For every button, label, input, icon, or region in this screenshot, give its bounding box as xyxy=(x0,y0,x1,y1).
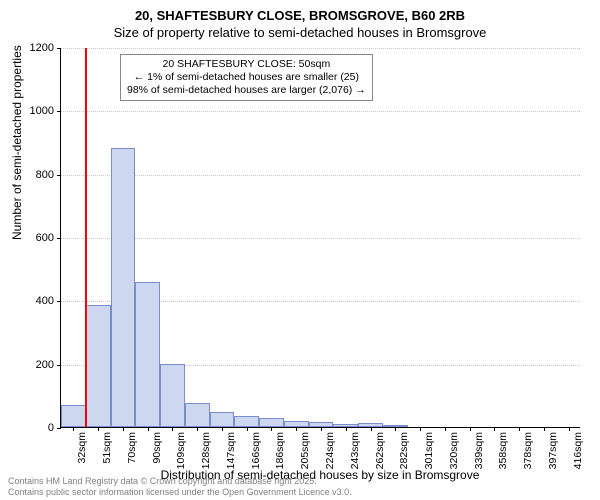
xtick-mark xyxy=(519,427,520,431)
annotation-line1: 20 SHAFTESBURY CLOSE: 50sqm xyxy=(127,58,366,71)
xtick-label: 224sqm xyxy=(324,432,336,469)
marker-line xyxy=(85,48,87,427)
ytick-mark xyxy=(57,238,61,239)
plot-region: 02004006008001000120032sqm51sqm70sqm90sq… xyxy=(60,48,580,428)
histogram-bar xyxy=(86,305,111,427)
histogram-bar xyxy=(259,418,284,427)
xtick-mark xyxy=(470,427,471,431)
histogram-bar xyxy=(210,412,235,427)
gridline xyxy=(61,48,580,49)
ytick-label: 0 xyxy=(14,422,54,434)
xtick-mark xyxy=(371,427,372,431)
xtick-label: 186sqm xyxy=(274,432,286,469)
ytick-label: 200 xyxy=(14,359,54,371)
gridline xyxy=(61,111,580,112)
xtick-mark xyxy=(395,427,396,431)
xtick-label: 243sqm xyxy=(349,432,361,469)
xtick-mark xyxy=(296,427,297,431)
xtick-mark xyxy=(148,427,149,431)
gridline xyxy=(61,175,580,176)
xtick-mark xyxy=(346,427,347,431)
ytick-mark xyxy=(57,111,61,112)
annotation-line2: ← 1% of semi-detached houses are smaller… xyxy=(127,71,366,84)
histogram-bar xyxy=(185,403,210,427)
xtick-mark xyxy=(420,427,421,431)
xtick-label: 205sqm xyxy=(299,432,311,469)
xtick-label: 339sqm xyxy=(473,432,485,469)
ytick-mark xyxy=(57,301,61,302)
chart-title: 20, SHAFTESBURY CLOSE, BROMSGROVE, B60 2… xyxy=(0,0,600,23)
y-axis-label: Number of semi-detached properties xyxy=(10,45,24,240)
xtick-label: 128sqm xyxy=(200,432,212,469)
chart-area: 02004006008001000120032sqm51sqm70sqm90sq… xyxy=(60,48,580,428)
xtick-mark xyxy=(73,427,74,431)
xtick-mark xyxy=(321,427,322,431)
xtick-label: 397sqm xyxy=(547,432,559,469)
histogram-bar xyxy=(160,364,185,427)
histogram-bar xyxy=(61,405,86,427)
xtick-label: 378sqm xyxy=(522,432,534,469)
annotation-line3: 98% of semi-detached houses are larger (… xyxy=(127,84,366,97)
gridline xyxy=(61,238,580,239)
xtick-label: 358sqm xyxy=(497,432,509,469)
xtick-mark xyxy=(123,427,124,431)
xtick-label: 301sqm xyxy=(423,432,435,469)
xtick-mark xyxy=(197,427,198,431)
histogram-bar xyxy=(111,148,136,427)
xtick-label: 166sqm xyxy=(250,432,262,469)
chart-subtitle: Size of property relative to semi-detach… xyxy=(0,23,600,40)
ytick-mark xyxy=(57,365,61,366)
xtick-label: 147sqm xyxy=(225,432,237,469)
xtick-label: 109sqm xyxy=(175,432,187,469)
xtick-label: 32sqm xyxy=(76,432,88,464)
xtick-label: 416sqm xyxy=(572,432,584,469)
annotation-box: 20 SHAFTESBURY CLOSE: 50sqm ← 1% of semi… xyxy=(120,54,373,101)
xtick-label: 262sqm xyxy=(374,432,386,469)
footer-line2: Contains public sector information licen… xyxy=(8,487,352,498)
xtick-mark xyxy=(98,427,99,431)
histogram-bar xyxy=(135,282,160,427)
xtick-mark xyxy=(271,427,272,431)
xtick-label: 70sqm xyxy=(126,432,138,464)
histogram-bar xyxy=(234,416,259,427)
xtick-mark xyxy=(445,427,446,431)
ytick-label: 400 xyxy=(14,295,54,307)
xtick-label: 51sqm xyxy=(101,432,113,464)
ytick-mark xyxy=(57,428,61,429)
ytick-mark xyxy=(57,48,61,49)
xtick-mark xyxy=(544,427,545,431)
xtick-mark xyxy=(172,427,173,431)
footer-line1: Contains HM Land Registry data © Crown c… xyxy=(8,476,352,487)
xtick-label: 90sqm xyxy=(151,432,163,464)
ytick-mark xyxy=(57,175,61,176)
footer-attribution: Contains HM Land Registry data © Crown c… xyxy=(8,476,352,498)
xtick-mark xyxy=(494,427,495,431)
xtick-mark xyxy=(222,427,223,431)
xtick-mark xyxy=(247,427,248,431)
xtick-mark xyxy=(569,427,570,431)
xtick-label: 320sqm xyxy=(448,432,460,469)
xtick-label: 282sqm xyxy=(398,432,410,469)
